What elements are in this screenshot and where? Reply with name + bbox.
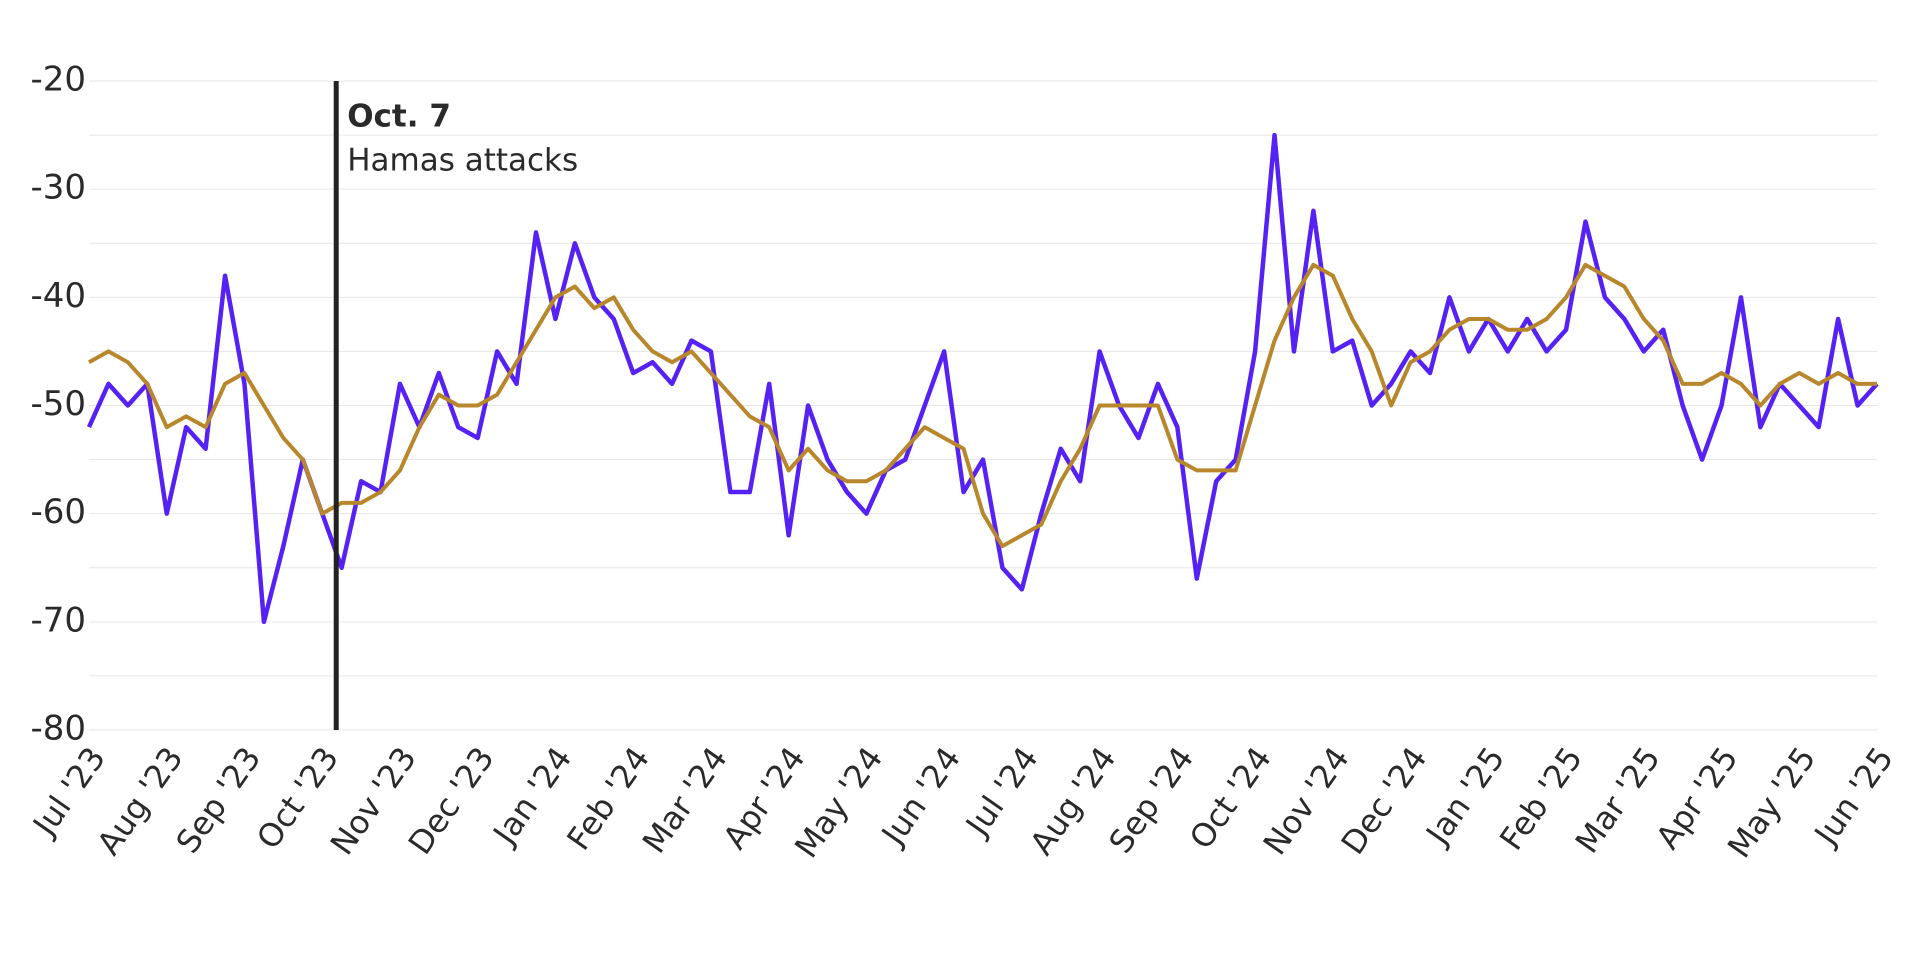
y-tick-label: -50 <box>30 384 86 424</box>
annotation-text: Hamas attacks <box>347 143 578 179</box>
annotation-label: Oct. 7 <box>347 99 451 135</box>
y-tick-label: -80 <box>30 709 86 749</box>
y-tick-label: -20 <box>30 60 86 100</box>
series-line <box>86 132 1879 625</box>
x-tick-label: Jun '24 <box>873 740 968 853</box>
y-tick-label: -40 <box>30 276 86 316</box>
y-tick-label: -70 <box>30 600 86 640</box>
series-line <box>88 262 1877 549</box>
y-tick-label: -60 <box>30 492 86 532</box>
y-tick-label: -30 <box>30 168 86 208</box>
x-tick-label: Jun '25 <box>1806 740 1901 853</box>
